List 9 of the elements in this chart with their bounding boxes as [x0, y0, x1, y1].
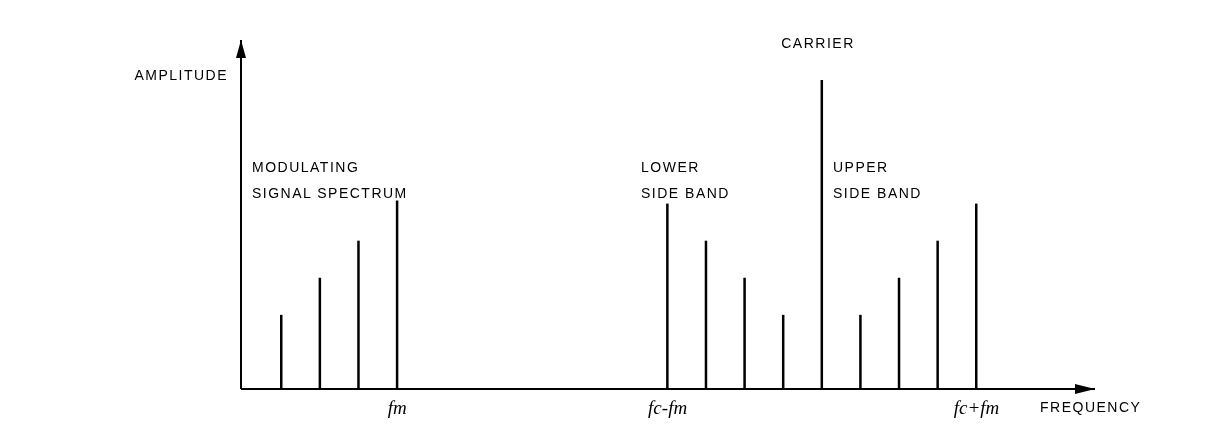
- x-tick-label: fm: [387, 397, 407, 418]
- x-tick-label: fc-fm: [648, 397, 688, 418]
- text: CARRIER: [781, 35, 855, 51]
- annotation: LOWER SIDE BAND: [641, 159, 730, 201]
- x-tick-label: fc+fm: [953, 397, 1000, 418]
- x-axis-title: FREQUENCY: [1040, 399, 1142, 415]
- annotation: UPPER SIDE BAND: [833, 159, 922, 201]
- y-axis-title: AMPLITUDE: [134, 67, 228, 83]
- annotation: MODULATING SIGNAL SPECTRUM: [252, 159, 408, 201]
